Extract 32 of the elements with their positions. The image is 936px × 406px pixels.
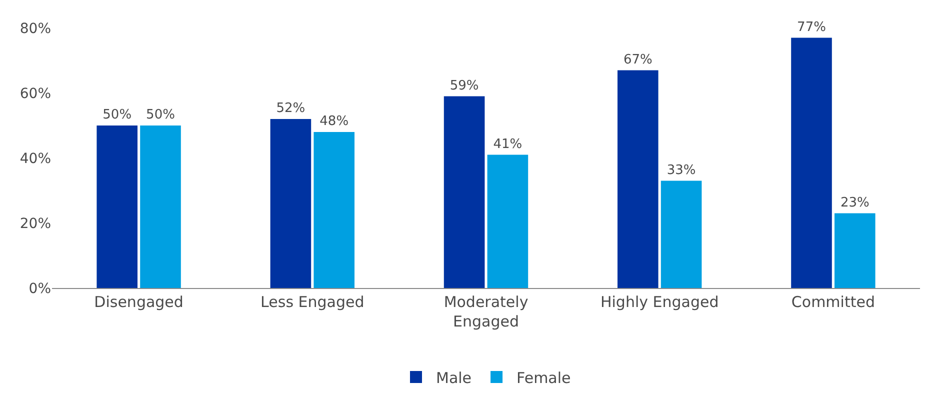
- bar: [487, 154, 528, 288]
- bar: [791, 38, 832, 288]
- bar: [140, 126, 181, 288]
- legend-label: Female: [516, 368, 571, 387]
- y-tick-label: 60%: [20, 86, 51, 102]
- bar: [444, 96, 485, 288]
- x-tick-label: Disengaged: [94, 293, 184, 311]
- data-label: 77%: [797, 20, 826, 35]
- bar: [270, 119, 312, 288]
- y-tick-label: 0%: [28, 280, 51, 297]
- data-label: 23%: [840, 195, 870, 210]
- data-label: 67%: [623, 52, 652, 68]
- data-label: 59%: [450, 78, 479, 94]
- x-tick-label: Highly Engaged: [600, 293, 719, 311]
- bar: [618, 70, 658, 288]
- bar: [314, 132, 354, 288]
- y-tick-label: 20%: [20, 216, 51, 232]
- legend-label: Male: [436, 368, 472, 387]
- x-tick-label: Committed: [791, 293, 875, 311]
- data-label: 48%: [320, 114, 349, 129]
- bar: [96, 126, 138, 288]
- data-label: 52%: [276, 101, 306, 116]
- bar: [834, 213, 876, 288]
- y-tick-label: 80%: [20, 20, 51, 37]
- y-tick-label: 40%: [20, 150, 51, 167]
- data-label: 41%: [493, 136, 522, 152]
- data-label: 50%: [102, 108, 132, 122]
- data-label: 33%: [666, 162, 696, 178]
- x-tick-label: Less Engaged: [260, 293, 364, 311]
- bar: [660, 180, 702, 288]
- data-label: 50%: [146, 108, 175, 122]
- x-tick-label: Moderately Engaged: [444, 293, 528, 330]
